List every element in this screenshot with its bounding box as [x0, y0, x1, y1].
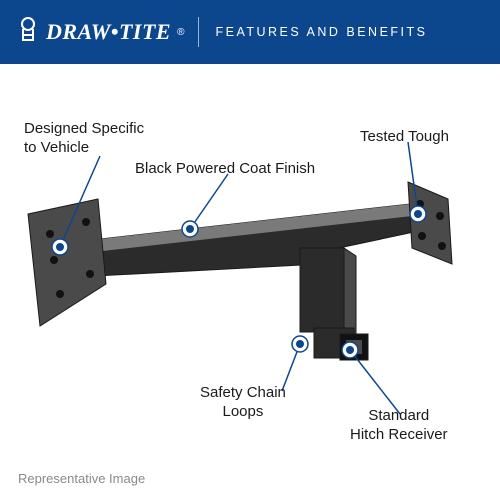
footer-note: Representative Image: [18, 471, 145, 486]
header-subtitle: FEATURES AND BENEFITS: [215, 25, 427, 39]
header: DRAW•TITE ® FEATURES AND BENEFITS: [0, 0, 500, 64]
callout-coat: Black Powered Coat Finish: [135, 160, 315, 179]
hitch-ball-icon: [16, 17, 40, 48]
callout-loops: Safety ChainLoops: [200, 384, 286, 422]
logo-registered: ®: [177, 27, 184, 38]
logo-text: DRAW•TITE: [46, 19, 171, 45]
logo: DRAW•TITE ®: [16, 17, 184, 48]
divider: [198, 17, 199, 47]
callout-tough: Tested Tough: [360, 128, 449, 147]
diagram-canvas: Designed Specificto Vehicle Black Powered…: [0, 64, 500, 500]
callout-designed: Designed Specificto Vehicle: [24, 120, 144, 158]
callout-receiver: StandardHitch Receiver: [350, 407, 448, 445]
